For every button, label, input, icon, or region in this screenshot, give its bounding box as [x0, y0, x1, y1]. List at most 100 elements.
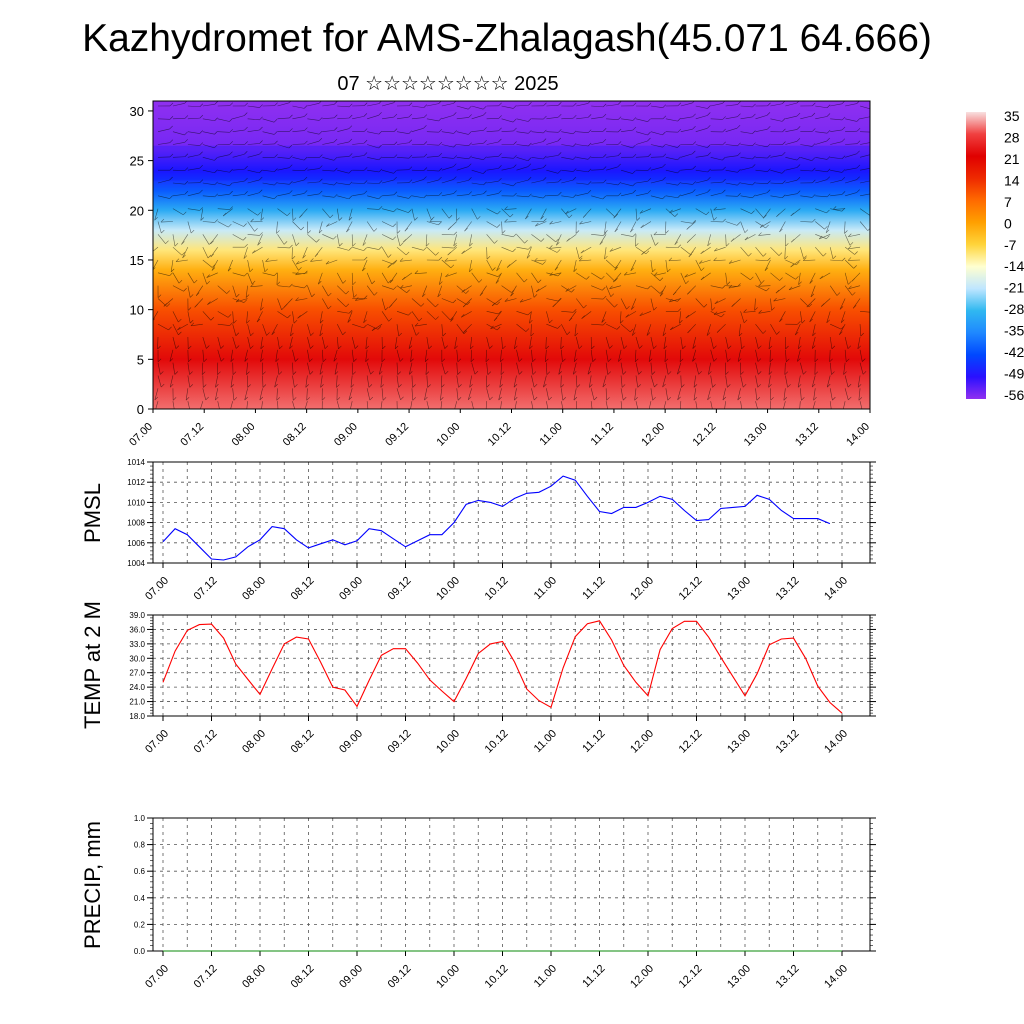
wind-barb-flag: [478, 279, 483, 283]
wind-barb-flag: [378, 246, 383, 250]
wind-barb: [764, 259, 771, 271]
wind-barb-flag: [169, 102, 174, 107]
wind-barb: [441, 144, 454, 148]
wind-barb-flag: [184, 191, 189, 195]
wind-barb: [456, 194, 469, 197]
wind-barb: [635, 208, 638, 221]
wind-barb: [414, 323, 427, 327]
wind-barb: [411, 324, 417, 336]
wind-barb-flag: [737, 182, 741, 186]
wind-barb-flag: [182, 254, 186, 259]
wind-barb: [737, 388, 741, 401]
wind-barb-flag: [278, 371, 283, 375]
wind-barb-flag: [295, 297, 299, 301]
wind-barb-flag: [169, 272, 173, 276]
wind-barb: [396, 142, 409, 145]
wind-barb: [456, 117, 469, 120]
wind-barb-flag: [616, 326, 621, 330]
wind-barb-flag: [737, 142, 741, 146]
wind-barb-flag: [468, 191, 472, 195]
wind-barb-flag: [444, 370, 449, 375]
wind-barb-flag: [363, 128, 368, 132]
wind-barb: [635, 375, 639, 388]
wind-barb-flag: [532, 358, 536, 362]
wind-barb-flag: [349, 103, 353, 108]
wind-barb-flag: [587, 168, 592, 173]
wind-barb: [591, 105, 604, 108]
precip-x-tick-label: 13.00: [725, 963, 753, 991]
wind-barb: [441, 193, 454, 197]
wind-barb-flag: [410, 358, 414, 362]
wind-barb: [247, 336, 251, 349]
temp-y-tick-label: 30.0: [129, 654, 145, 663]
wind-barb-flag: [349, 114, 353, 119]
wind-barb-flag: [408, 345, 413, 349]
wind-barb-flag: [752, 130, 756, 134]
wind-barb: [456, 349, 459, 362]
wind-barb-flag: [687, 291, 691, 295]
wind-barb: [501, 336, 503, 349]
wind-barb-flag: [799, 410, 802, 413]
wind-barb-flag: [798, 345, 802, 350]
wind-barb-flag: [766, 189, 771, 193]
wind-barb: [411, 117, 424, 120]
wind-barb: [576, 192, 589, 197]
wind-barb: [274, 375, 278, 388]
wind-barb-flag: [458, 384, 462, 388]
wind-barb-flag: [486, 255, 491, 260]
wind-barb: [381, 169, 394, 174]
wind-barb: [549, 221, 562, 225]
wind-barb: [260, 298, 263, 311]
wind-barb-flag: [587, 142, 592, 147]
wind-barb-flag: [462, 303, 467, 308]
wind-barb-flag: [714, 300, 719, 304]
wind-barb-flag: [188, 358, 192, 363]
wind-barb-flag: [470, 345, 474, 350]
wind-barb-flag: [782, 180, 786, 184]
wind-barb-flag: [513, 155, 517, 159]
wind-barb: [725, 127, 738, 132]
wind-barb: [677, 388, 682, 400]
wind-barb: [768, 375, 771, 388]
wind-barb-flag: [153, 267, 156, 271]
wind-barb-flag: [576, 384, 581, 388]
wind-barb: [845, 143, 858, 145]
wind-barb-flag: [496, 267, 500, 272]
wind-barb: [755, 221, 766, 229]
wind-barb-flag: [662, 195, 666, 200]
wind-barb-flag: [543, 155, 547, 160]
wind-barb-flag: [169, 125, 173, 130]
wind-barb: [292, 105, 305, 109]
wind-barb-flag: [259, 396, 264, 401]
wind-barb: [277, 102, 290, 107]
wind-barb-flag: [276, 230, 280, 234]
wind-barb-flag: [801, 320, 806, 324]
wind-barb: [576, 117, 589, 120]
wind-barb: [215, 375, 219, 388]
pmsl-x-tick-label: 08.12: [289, 575, 317, 603]
wind-barb-flag: [423, 114, 428, 118]
wind-barb: [800, 115, 813, 120]
wind-barb: [347, 311, 353, 323]
wind-barb-flag: [527, 118, 532, 122]
pmsl-x-tick-label: 09.12: [386, 575, 414, 603]
wind-barb: [187, 154, 200, 158]
wind-barb-flag: [260, 307, 264, 311]
wind-barb-flag: [184, 181, 189, 185]
wind-barb: [456, 298, 468, 306]
wind-barb: [456, 375, 459, 388]
wind-barb: [172, 193, 185, 197]
x-tick-label: 13.00: [742, 421, 770, 449]
wind-barb: [580, 246, 592, 254]
wind-barb-flag: [872, 151, 875, 154]
wind-barb-flag: [677, 244, 682, 248]
wind-barb-flag: [334, 114, 338, 118]
wind-barb-flag: [469, 384, 473, 388]
wind-barb: [514, 336, 517, 349]
wind-barb-flag: [759, 224, 764, 228]
wind-barb: [456, 105, 469, 110]
wind-barb-flag: [617, 101, 622, 105]
wind-barb-flag: [832, 396, 836, 401]
wind-barb-flag: [259, 151, 263, 155]
wind-barb: [187, 105, 200, 108]
